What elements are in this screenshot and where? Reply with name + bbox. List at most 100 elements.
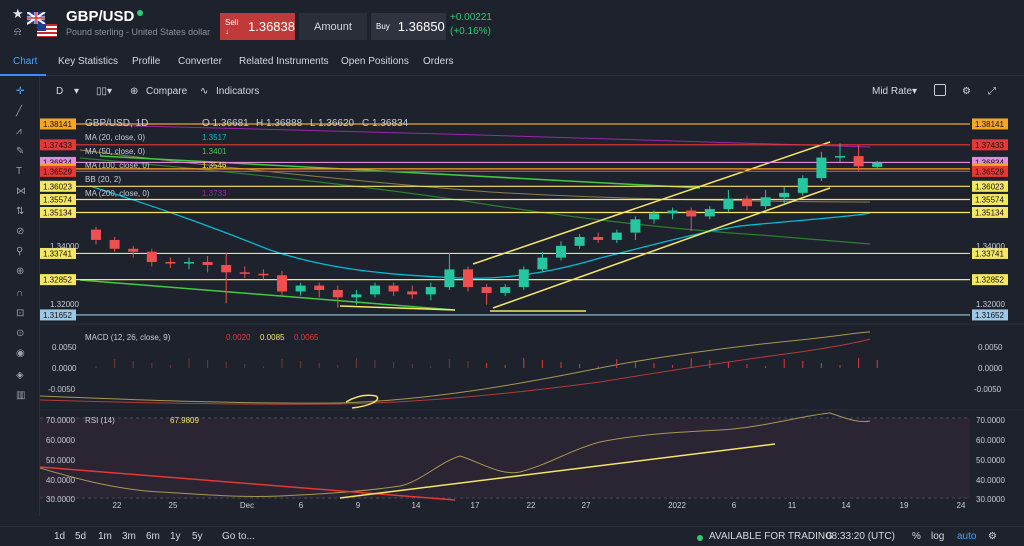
favorite-star-icon[interactable]: ★ [12,6,24,21]
candle-body[interactable] [128,248,139,252]
range-6m[interactable]: 6m [146,531,160,542]
tab-profile[interactable]: Profile [132,56,161,67]
candle-body[interactable] [221,264,232,273]
candle-body[interactable] [165,262,176,264]
candle-body[interactable] [593,237,604,240]
candle-body[interactable] [481,287,492,293]
tab-open-positions[interactable]: Open Positions [341,56,409,67]
candle-body[interactable] [518,269,529,288]
candle-body[interactable] [779,192,790,198]
log-scale-toggle[interactable]: log [931,531,945,542]
gear-icon[interactable]: ⚙ [962,86,971,97]
forecast-icon[interactable]: ⇅ [16,206,25,217]
range-3m[interactable]: 3m [122,531,136,542]
fib-icon[interactable]: ⩘ [16,126,22,137]
candle-body[interactable] [556,245,566,258]
candle-body[interactable] [760,197,771,207]
candle-body[interactable] [574,237,585,246]
candle-body[interactable] [388,285,399,292]
text-icon[interactable]: T [16,166,23,177]
candle-body[interactable] [853,156,864,167]
eraser-icon[interactable]: ⊘ [16,226,25,237]
candle-body[interactable] [742,198,752,207]
buy-button[interactable]: Buy 1.36850 [371,13,446,40]
trend-line-icon[interactable]: ╱ [16,106,23,117]
compare-icon[interactable]: ⊕ [130,86,139,97]
sell-button[interactable]: Sell ↓ 1.36838 [220,13,295,40]
candle-body[interactable] [704,209,715,217]
candle-body[interactable] [277,275,287,292]
range-5y[interactable]: 5y [192,531,203,542]
tab-chart[interactable]: Chart [13,56,38,67]
settings-gear-icon[interactable]: ⚙ [988,531,997,542]
candle-body[interactable] [500,287,511,293]
candle-body[interactable] [872,162,883,167]
candle-body[interactable] [835,156,845,158]
rate-mode-select[interactable]: Mid Rate [872,86,913,97]
pattern-icon[interactable]: ⋈ [16,186,26,197]
candle-body[interactable] [797,178,808,193]
tab-key-statistics[interactable]: Key Statistics [58,56,119,67]
candle-body[interactable] [202,262,213,265]
fullscreen-icon[interactable]: ⤢ [988,86,996,97]
candle-body[interactable] [239,272,250,274]
percent-scale-toggle[interactable]: % [912,531,921,542]
alert-bell-icon[interactable]: ⍾ [14,26,22,38]
candle-body[interactable] [667,210,678,214]
candle-body[interactable] [184,262,194,264]
auto-scale-toggle[interactable]: auto [957,531,977,542]
candle-body[interactable] [425,287,436,295]
candle-body[interactable] [314,285,325,290]
price-level-badge [40,247,76,259]
candle-body[interactable] [463,269,473,288]
candle-body[interactable] [258,273,269,276]
candle-body[interactable] [537,257,548,270]
range-1m[interactable]: 1m [98,531,112,542]
goto-date-button[interactable]: Go to... [222,531,255,542]
candle-body[interactable] [91,229,101,240]
interval-select[interactable]: D [56,86,64,97]
candle-body[interactable] [351,294,362,298]
candle-body[interactable] [816,157,827,179]
rate-mode-chevron-icon[interactable]: ▾ [912,86,918,97]
price-level-label: 1.36529 [43,167,72,176]
candle-body[interactable] [407,291,418,295]
candle-type-icon[interactable]: ▯▯▾ [96,86,113,97]
candle-body[interactable] [723,198,734,210]
zoom-icon[interactable]: ⊕ [16,266,25,277]
indicators-button[interactable]: Indicators [216,86,260,97]
candle-body[interactable] [332,289,343,298]
candle-body[interactable] [686,210,697,217]
screenshot-icon[interactable] [934,84,946,96]
candle-body[interactable] [649,213,659,220]
candle-body[interactable] [109,239,120,249]
range-5d[interactable]: 5d [75,531,87,542]
price-level-badge [972,247,1008,259]
amount-input[interactable]: Amount [299,13,367,40]
price-chart[interactable]: 1.38141 1.38141 1.37433 1.37433 1.36834 1.368… [40,110,1024,510]
chevron-down-icon[interactable]: ▾ [74,86,80,97]
candle-body[interactable] [630,219,641,233]
range-1d[interactable]: 1d [54,531,66,542]
indicators-icon[interactable]: ∿ [200,86,209,97]
eye-icon[interactable]: ◉ [16,348,25,359]
brush-icon[interactable]: ✎ [16,146,25,157]
tab-related-instruments[interactable]: Related Instruments [239,56,329,67]
tab-orders[interactable]: Orders [423,56,454,67]
price-level-label: 1.35574 [975,196,1004,205]
crosshair-icon[interactable]: ✛ [16,86,25,97]
lock-icon[interactable]: ⊡ [16,308,25,319]
hide-drawings-icon[interactable]: ⊙ [16,328,25,339]
trash-icon[interactable]: ▥ [16,390,26,401]
layers-icon[interactable]: ◈ [16,370,24,381]
compare-button[interactable]: Compare [146,86,188,97]
candle-body[interactable] [370,285,380,295]
candle-body[interactable] [146,251,157,263]
ruler-icon[interactable]: ⚲ [16,246,24,257]
range-1y[interactable]: 1y [170,531,181,542]
candle-body[interactable] [295,285,306,292]
candle-body[interactable] [611,232,622,240]
tab-converter[interactable]: Converter [178,56,222,67]
candle-body[interactable] [444,269,455,288]
magnet-icon[interactable]: ∩ [16,288,24,299]
